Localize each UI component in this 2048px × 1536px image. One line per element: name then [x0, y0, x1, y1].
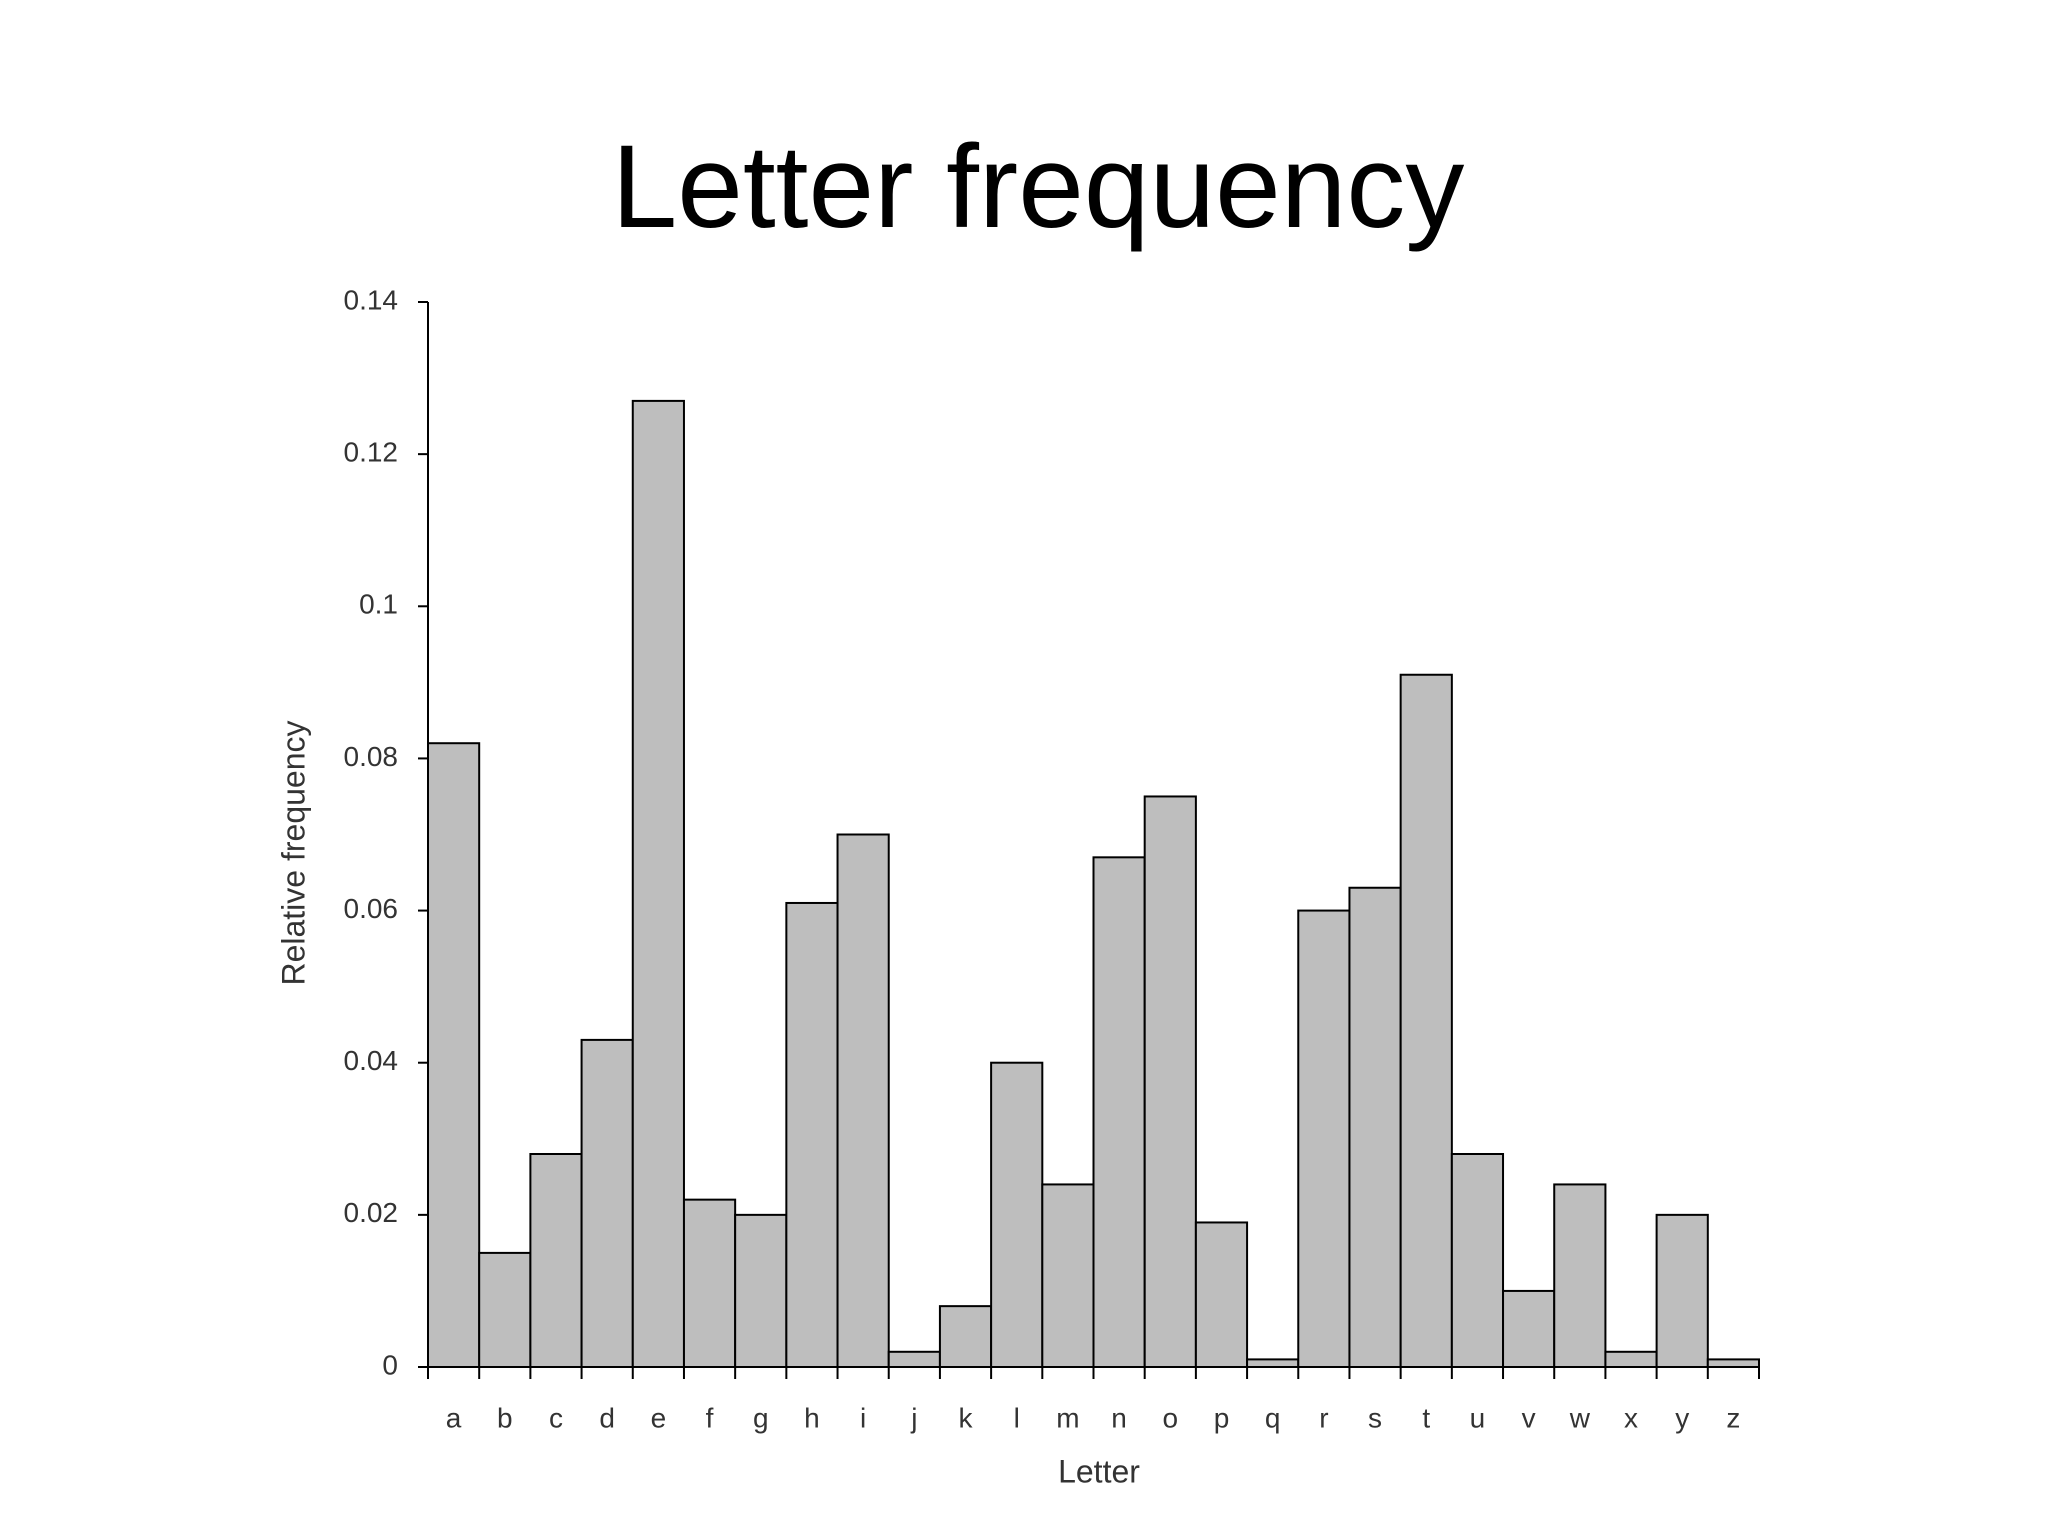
bar [682, 1198, 737, 1368]
x-tick-label: g [753, 1402, 769, 1433]
x-tick-label: s [1368, 1402, 1382, 1433]
y-tick-label: 0.1 [359, 589, 398, 620]
x-tick-label: c [549, 1402, 563, 1433]
bar [1297, 909, 1351, 1368]
x-tick-label: u [1470, 1402, 1486, 1433]
x-tick-label: w [1569, 1402, 1591, 1433]
bar [1553, 1183, 1607, 1369]
y-tick-label: 0.06 [344, 893, 399, 924]
x-tick-label: k [959, 1402, 974, 1433]
x-tick-label: r [1319, 1402, 1328, 1433]
bar [1194, 1221, 1249, 1368]
x-tick-label: v [1522, 1402, 1536, 1433]
bar [1246, 1358, 1300, 1368]
y-tick-label: 0.02 [344, 1197, 399, 1228]
x-tick-label: z [1726, 1402, 1740, 1433]
x-tick-label: b [497, 1402, 513, 1433]
bar [836, 833, 890, 1368]
bar [529, 1153, 583, 1368]
bar [478, 1251, 532, 1368]
x-tick-label: h [804, 1402, 820, 1433]
x-tick-label: n [1111, 1402, 1127, 1433]
bar [990, 1061, 1044, 1368]
bar [1655, 1213, 1709, 1369]
bar [580, 1038, 634, 1368]
bar [1399, 673, 1453, 1368]
x-tick-label: a [446, 1402, 462, 1433]
x-tick-label: q [1265, 1402, 1281, 1433]
bar [1348, 886, 1402, 1368]
bar [1041, 1183, 1095, 1369]
y-axis-label: Relative frequency [275, 720, 311, 985]
x-tick-label: o [1162, 1402, 1178, 1433]
x-tick-label: p [1214, 1402, 1230, 1433]
x-tick-label: t [1422, 1402, 1430, 1433]
y-tick-label: 0.08 [344, 741, 399, 772]
x-tick-label: f [706, 1402, 714, 1433]
y-tick-label: 0.14 [344, 284, 399, 315]
x-tick-label: e [651, 1402, 667, 1433]
bar [1502, 1289, 1556, 1369]
bar [1143, 795, 1197, 1368]
y-tick-label: 0 [382, 1349, 398, 1380]
bar [938, 1305, 993, 1368]
bar [887, 1350, 941, 1369]
x-tick-label: d [599, 1402, 615, 1433]
bar [1092, 856, 1146, 1368]
bar [785, 901, 839, 1368]
bar [1604, 1350, 1658, 1369]
bar [1706, 1358, 1761, 1368]
bar [1450, 1153, 1505, 1368]
y-tick-label: 0.12 [344, 437, 399, 468]
x-tick-label: m [1056, 1402, 1079, 1433]
x-axis-label: Letter [1058, 1453, 1140, 1489]
bar [631, 399, 685, 1368]
x-tick-label: j [910, 1402, 917, 1433]
x-tick-label: i [860, 1402, 866, 1433]
x-tick-label: l [1014, 1402, 1020, 1433]
x-tick-label: y [1675, 1402, 1689, 1433]
bar [427, 742, 481, 1368]
y-tick-label: 0.04 [344, 1045, 399, 1076]
x-tick-label: x [1624, 1402, 1638, 1433]
bar [734, 1213, 788, 1369]
chart-title: Letter frequency [612, 121, 1465, 253]
